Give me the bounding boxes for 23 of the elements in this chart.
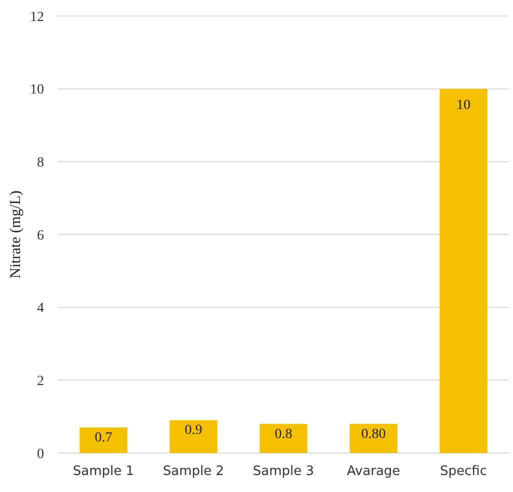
y-tick-label: 10 [30,82,44,98]
x-tick-label: Sample 2 [162,464,224,479]
y-axis-title: Nitrate (mg/L) [8,190,24,278]
bar [350,424,398,453]
bar [260,424,308,453]
y-tick-label: 6 [37,228,44,244]
bar [440,88,488,453]
y-tick-label: 4 [37,301,44,316]
y-tick-label: 12 [30,10,44,25]
y-tick-label: 8 [37,156,44,171]
x-tick-label: Avarage [346,464,400,479]
data-label: 0.80 [361,426,386,442]
x-tick-label: Specfic [440,464,488,479]
data-label: 10 [456,98,471,113]
data-label: 0.7 [94,430,112,446]
x-tick-label: Sample 1 [72,464,134,479]
bar [170,420,218,453]
data-label: 0.8 [274,426,292,442]
y-tick-label: 0 [37,446,44,462]
data-label: 0.9 [184,423,202,438]
x-tick-label: Sample 3 [252,464,314,479]
bar [80,428,128,453]
y-tick-label: 2 [37,374,44,390]
